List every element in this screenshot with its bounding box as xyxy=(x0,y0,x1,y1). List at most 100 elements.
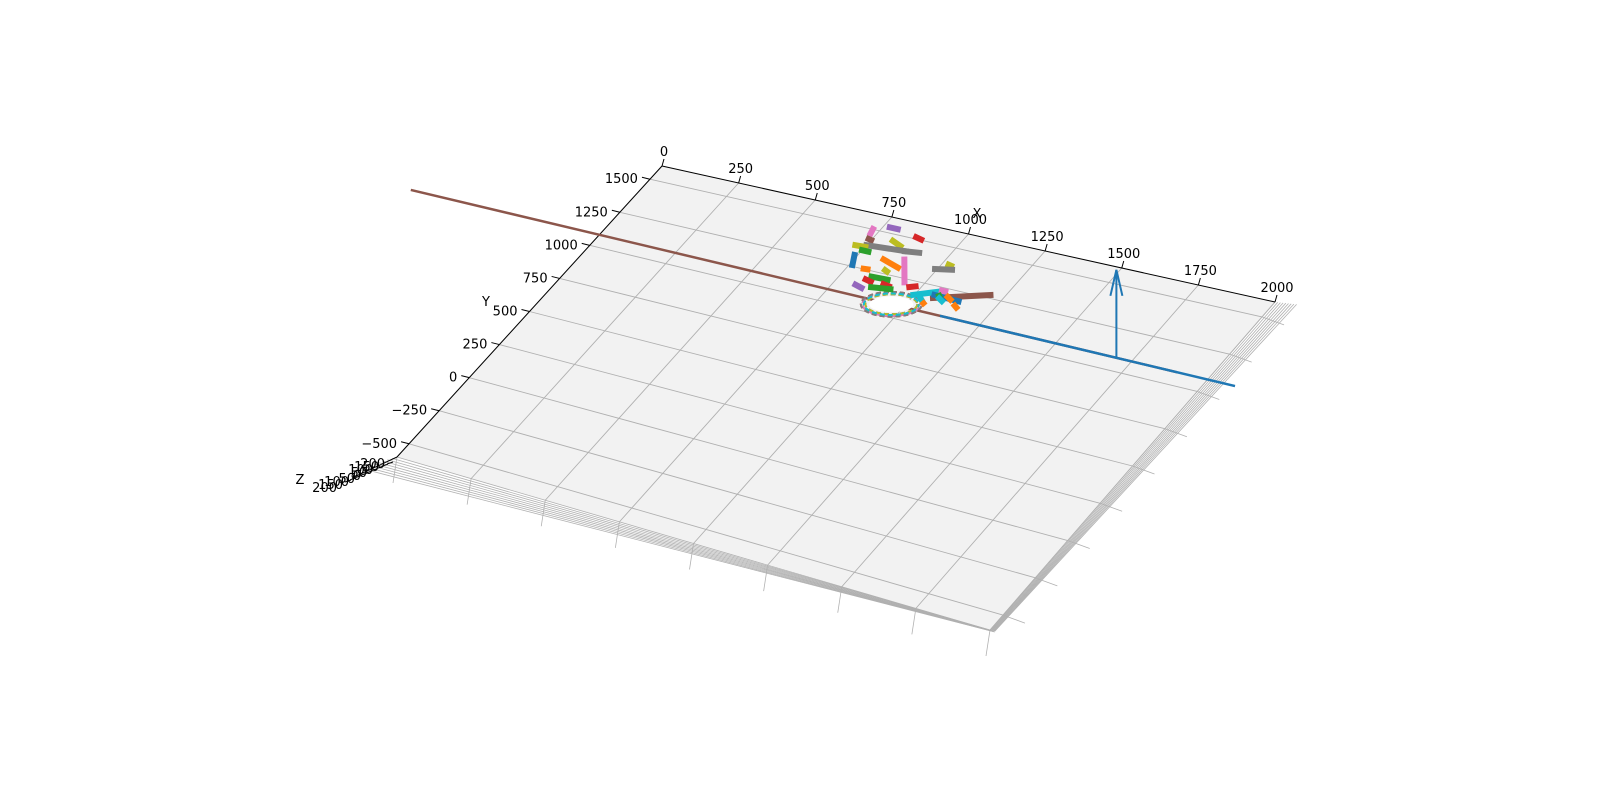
chart-panes xyxy=(397,166,1275,630)
stick-segment xyxy=(919,299,928,308)
y-tick xyxy=(461,375,470,379)
z-tick-label: 0 xyxy=(353,469,361,484)
grid-line-y xyxy=(439,410,1036,579)
z-grid-drop-right xyxy=(1229,353,1252,363)
chart-grid xyxy=(358,165,1297,657)
stick-segment xyxy=(866,224,877,238)
y-tick-label: −250 xyxy=(391,404,427,419)
z-grid-line-front xyxy=(372,463,994,632)
center-ring-hole xyxy=(869,296,914,313)
stick-segment xyxy=(861,275,875,286)
y-tick-label: 1000 xyxy=(545,238,578,253)
z-tick-label: 150 xyxy=(318,478,343,493)
chart-data-layer xyxy=(410,188,1236,388)
z-tick xyxy=(376,466,383,469)
x-tick xyxy=(738,175,742,184)
z-tick-label: 100 xyxy=(348,463,373,478)
z-grid-drop-front xyxy=(911,608,917,635)
z-grid-drop-right xyxy=(1261,316,1285,326)
stick-segment xyxy=(858,246,872,256)
z-tick-label: 50 xyxy=(350,466,367,481)
x-tick xyxy=(661,158,665,167)
z-grid-drop-right xyxy=(1164,428,1188,438)
stick-segment xyxy=(848,251,859,269)
y-tick xyxy=(521,309,530,312)
x-tick xyxy=(968,226,971,235)
z-grid-drop-front xyxy=(614,521,620,548)
x-axis-title: X xyxy=(973,207,982,222)
y-tick xyxy=(431,408,440,412)
chart-labels: 025050075010001250150017502000−500−25002… xyxy=(296,145,1294,496)
z-tick xyxy=(386,461,394,465)
grid-line-y xyxy=(649,178,1263,318)
z-tick-label: 200 xyxy=(360,457,385,472)
stick-segment xyxy=(910,288,942,299)
z-tick xyxy=(381,463,388,467)
z-grid-drop-front xyxy=(837,586,843,613)
z-grid-drop-front xyxy=(985,629,991,657)
z-grid-drop-front xyxy=(689,543,694,570)
horizontal-series-line xyxy=(939,314,1236,388)
z-grid-drop-front xyxy=(763,565,769,592)
z-axis-title: Z xyxy=(296,473,305,488)
x-tick xyxy=(1121,260,1125,269)
stick-segment xyxy=(944,260,956,270)
z-grid-line-right xyxy=(992,302,1287,631)
grid-line-y xyxy=(469,377,1068,541)
z-grid-line-right xyxy=(991,302,1284,631)
stick-segment xyxy=(886,223,902,233)
x-tick-label: 2000 xyxy=(1260,281,1293,296)
grid-line-y xyxy=(529,311,1133,467)
z-grid-drop-right xyxy=(1002,614,1026,624)
z-grid-drop-right xyxy=(1067,540,1090,549)
stick-segment xyxy=(931,265,956,273)
stick-segment xyxy=(905,283,919,291)
z-tick xyxy=(350,477,357,481)
y-tick-label: −500 xyxy=(361,437,397,452)
y-tick xyxy=(551,275,560,279)
z-tick-label: 200 xyxy=(312,481,337,496)
stick-segment xyxy=(879,255,902,272)
stick-segment xyxy=(888,236,905,251)
z-grid-line-front xyxy=(377,462,993,632)
x-tick-label: 1000 xyxy=(954,213,987,228)
z-grid-line-front xyxy=(382,460,992,632)
stick-segment xyxy=(851,280,866,292)
grid-line-y xyxy=(619,211,1230,355)
x-tick-label: 1750 xyxy=(1184,264,1217,279)
z-grid-line-front xyxy=(368,464,994,632)
z-grid-drop-front xyxy=(466,478,472,505)
stick-segment xyxy=(851,241,869,251)
z-grid-drop-right xyxy=(1132,465,1155,475)
x-tick-label: 500 xyxy=(805,179,830,194)
stick-segment xyxy=(943,292,955,304)
z-grid-line-front xyxy=(358,467,995,633)
y-tick xyxy=(641,176,651,180)
stick-segment xyxy=(880,266,892,276)
y-tick xyxy=(400,441,410,445)
z-grid-drop-front xyxy=(392,456,398,484)
stick-segment xyxy=(950,301,961,312)
x-tick xyxy=(814,192,818,201)
stick-segment xyxy=(867,283,894,293)
grid-line-y xyxy=(589,244,1198,392)
y-tick-label: 1500 xyxy=(605,172,638,187)
stick-segment xyxy=(862,241,910,255)
stick-segment xyxy=(934,294,947,306)
y-tick xyxy=(491,342,500,346)
grid-line-y xyxy=(559,277,1165,430)
x-tick xyxy=(1274,294,1278,303)
grid-line-y xyxy=(499,344,1101,504)
x-tick-label: 750 xyxy=(881,196,906,211)
y-tick-label: 250 xyxy=(463,338,488,353)
z-tick-label: 150 xyxy=(354,460,379,475)
y-tick-label: 0 xyxy=(449,371,457,386)
z-grid-line-right xyxy=(994,304,1297,632)
z-tick-label: 100 xyxy=(324,475,349,490)
z-axis-line xyxy=(351,456,398,479)
arrow-head xyxy=(1109,269,1124,297)
stick-segment xyxy=(912,233,926,244)
z-grid-line-front xyxy=(387,459,992,631)
z-grid-drop-front xyxy=(540,500,546,527)
x-tick xyxy=(1197,277,1201,286)
